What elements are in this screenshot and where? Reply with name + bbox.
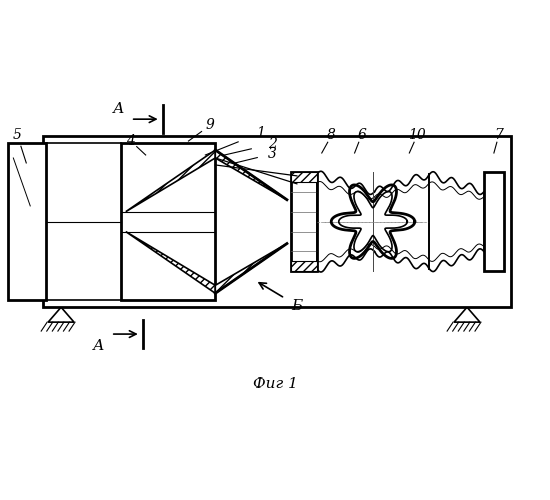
Polygon shape (454, 307, 480, 322)
Polygon shape (126, 232, 215, 294)
Text: Б: Б (292, 299, 302, 313)
Bar (291, 172, 317, 272)
Text: 8: 8 (327, 128, 336, 142)
Text: 6: 6 (357, 128, 366, 142)
Polygon shape (215, 150, 287, 200)
Polygon shape (126, 150, 215, 212)
Text: Фиг 1: Фиг 1 (252, 377, 298, 391)
Text: А: А (93, 339, 104, 353)
Bar (8, 143, 46, 300)
Polygon shape (215, 244, 287, 294)
Text: 5: 5 (13, 128, 22, 142)
Text: 2: 2 (268, 137, 277, 151)
Bar (484, 172, 504, 272)
Text: 3: 3 (268, 147, 277, 161)
Bar (291, 262, 317, 272)
Bar (291, 172, 317, 182)
Text: 4: 4 (126, 134, 135, 148)
Bar (43, 136, 511, 307)
Text: 9: 9 (206, 118, 214, 132)
Text: 1: 1 (256, 126, 265, 140)
Text: 7: 7 (494, 128, 503, 142)
Text: А: А (113, 102, 124, 116)
Polygon shape (48, 307, 74, 322)
Bar (121, 143, 215, 300)
Text: 10: 10 (409, 128, 426, 142)
